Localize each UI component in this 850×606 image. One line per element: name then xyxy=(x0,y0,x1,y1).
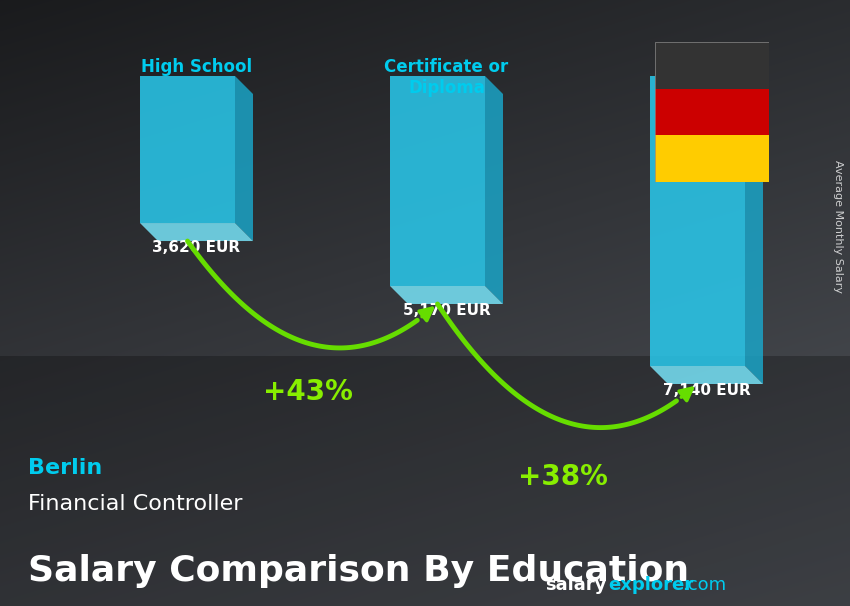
Text: 7,140 EUR: 7,140 EUR xyxy=(663,383,751,398)
Bar xyxy=(654,89,769,135)
Bar xyxy=(654,42,769,89)
Text: +43%: +43% xyxy=(263,379,353,407)
Text: Bachelor's
Degree: Bachelor's Degree xyxy=(658,58,755,97)
Text: Average Monthly Salary: Average Monthly Salary xyxy=(833,159,843,293)
Polygon shape xyxy=(140,76,235,223)
Text: explorer: explorer xyxy=(608,576,693,594)
Polygon shape xyxy=(235,76,253,241)
Polygon shape xyxy=(650,76,745,366)
Polygon shape xyxy=(390,76,485,286)
Polygon shape xyxy=(745,76,763,384)
Text: .com: .com xyxy=(682,576,726,594)
Text: Berlin: Berlin xyxy=(28,458,102,478)
Text: 5,170 EUR: 5,170 EUR xyxy=(403,303,490,318)
Text: Salary Comparison By Education: Salary Comparison By Education xyxy=(28,554,689,588)
Text: +38%: +38% xyxy=(518,463,608,491)
Polygon shape xyxy=(485,76,503,304)
Text: High School: High School xyxy=(141,58,252,76)
Polygon shape xyxy=(140,223,253,241)
Text: 3,620 EUR: 3,620 EUR xyxy=(152,240,241,255)
Polygon shape xyxy=(0,356,850,606)
Text: Financial Controller: Financial Controller xyxy=(28,494,242,514)
Polygon shape xyxy=(390,286,503,304)
Bar xyxy=(654,135,769,182)
Text: salary: salary xyxy=(545,576,606,594)
Text: Certificate or
Diploma: Certificate or Diploma xyxy=(384,58,508,97)
Polygon shape xyxy=(650,366,763,384)
